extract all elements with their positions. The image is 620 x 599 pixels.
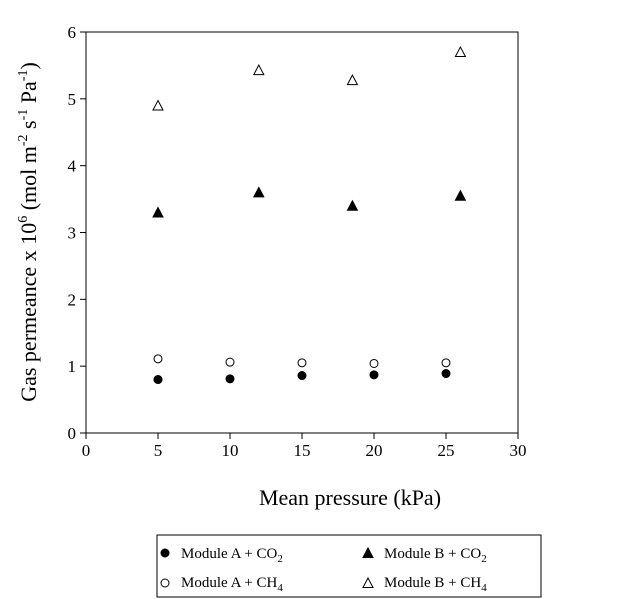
- data-point-module-a-co2-2: [297, 371, 307, 381]
- x-tick-label-3: 15: [294, 441, 311, 460]
- data-point-module-b-ch4-3: [454, 45, 467, 58]
- data-point-module-b-co2-1: [252, 186, 265, 198]
- x-tick-label-4: 20: [366, 441, 383, 460]
- legend-box: [156, 534, 542, 598]
- x-tick-label-2: 10: [222, 441, 239, 460]
- y-tick-label-6: 6: [68, 23, 77, 42]
- y-tick-label-2: 2: [68, 290, 77, 309]
- legend-marker-module-b-ch4: [362, 576, 374, 588]
- x-tick-label-0: 0: [82, 441, 91, 460]
- data-point-module-a-co2-0: [153, 375, 163, 385]
- y-tick-label-0: 0: [68, 424, 77, 443]
- x-axis: 0 5 10 15 20 25 30: [82, 433, 527, 460]
- data-markers: [152, 45, 467, 385]
- legend-label-module-b-co2: Module B + CO2: [384, 546, 487, 565]
- legend-marker-module-a-co2: [160, 548, 170, 558]
- y-axis: 0 1 2 3 4 5 6: [68, 23, 86, 443]
- data-point-module-a-co2-3: [369, 370, 379, 380]
- data-point-module-a-ch4-3: [369, 358, 379, 368]
- y-tick-label-4: 4: [68, 157, 77, 176]
- legend-label-module-a-co2: Module A + CO2: [181, 546, 283, 565]
- data-point-module-a-ch4-0: [153, 354, 163, 364]
- data-point-module-b-co2-2: [346, 199, 359, 211]
- data-point-module-b-co2-3: [454, 189, 467, 201]
- legend: Module A + CO2 Module B + CO2 Module A +…: [156, 534, 542, 598]
- y-tick-label-3: 3: [68, 224, 77, 243]
- data-point-module-a-co2-1: [225, 374, 235, 384]
- y-axis-title: Gas permeance x 106 (mol m-2 s-1 Pa-1): [16, 62, 41, 402]
- data-point-module-a-ch4-1: [225, 357, 235, 367]
- data-point-module-b-co2-0: [152, 206, 164, 218]
- x-tick-label-1: 5: [154, 441, 163, 460]
- data-point-module-b-ch4-0: [152, 99, 164, 111]
- data-point-module-a-ch4-2: [297, 358, 307, 368]
- x-tick-label-5: 25: [438, 441, 455, 460]
- legend-label-module-a-ch4: Module A + CH4: [181, 575, 283, 594]
- data-point-module-a-ch4-4: [441, 358, 451, 368]
- x-tick-label-6: 30: [510, 441, 527, 460]
- legend-marker-module-b-co2: [362, 546, 374, 558]
- data-point-module-b-ch4-1: [252, 64, 265, 76]
- legend-label-module-b-ch4: Module B + CH4: [384, 575, 487, 594]
- legend-marker-module-a-ch4: [160, 578, 170, 588]
- data-point-module-a-co2-4: [441, 369, 451, 379]
- y-tick-label-1: 1: [68, 357, 77, 376]
- y-tick-label-5: 5: [68, 90, 77, 109]
- legend-markers: [160, 546, 374, 588]
- data-point-module-b-ch4-2: [346, 74, 359, 86]
- x-axis-title: Mean pressure (kPa): [259, 485, 441, 510]
